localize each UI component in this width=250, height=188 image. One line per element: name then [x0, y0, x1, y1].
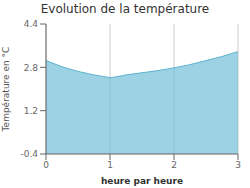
svg-text:Température en °C: Température en °C [8, 47, 11, 133]
svg-text:1: 1 [107, 160, 113, 170]
svg-text:4.4: 4.4 [24, 19, 39, 29]
svg-text:2.8: 2.8 [24, 63, 39, 73]
svg-text:1.2: 1.2 [24, 106, 38, 116]
svg-text:3: 3 [235, 160, 241, 170]
svg-text:0: 0 [43, 160, 49, 170]
svg-text:heure par heure: heure par heure [101, 176, 183, 186]
svg-text:2: 2 [171, 160, 177, 170]
html-text:Evolution de la température: Evolution de la température [40, 2, 210, 16]
svg-text:-0.4: -0.4 [20, 149, 38, 159]
